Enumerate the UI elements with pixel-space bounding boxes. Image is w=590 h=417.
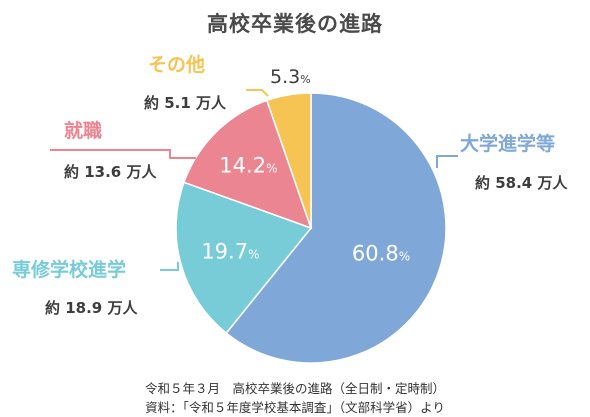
pct-label-employment: 14.2% (219, 154, 277, 178)
count-label-vocational: 約 18.9 万人 (45, 299, 138, 317)
category-label-vocational: 専修学校進学 (12, 258, 126, 281)
pie-slice-other (265, 92, 312, 229)
leader-line-university (436, 155, 458, 168)
category-label-employment: 就職 (64, 119, 102, 142)
leader-line-other (246, 89, 269, 97)
chart-title: 高校卒業後の進路 (207, 12, 383, 36)
pie-slice-vocational (175, 181, 313, 335)
pct-label-other: 5.3% (270, 66, 311, 88)
pct-label-vocational: 19.7% (201, 240, 259, 264)
source-note-period: 令和５年３月 高校卒業後の進路（全日制・定時制） (144, 381, 445, 396)
category-label-other: その他 (148, 53, 205, 76)
leader-line-employment (50, 149, 196, 159)
count-label-employment: 約 13.6 万人 (64, 163, 157, 181)
leader-line-vocational (160, 262, 179, 271)
pie-slice-employment (183, 99, 313, 230)
count-label-university: 約 58.4 万人 (475, 174, 568, 192)
source-note-reference: 資料：「令和５年度学校基本調査」（文部科学省）より (145, 400, 445, 415)
pct-label-university: 60.8% (352, 242, 410, 266)
pie-slice-university (225, 92, 447, 364)
category-label-university: 大学進学等 (460, 132, 555, 155)
count-label-other: 約 5.1 万人 (144, 94, 227, 112)
